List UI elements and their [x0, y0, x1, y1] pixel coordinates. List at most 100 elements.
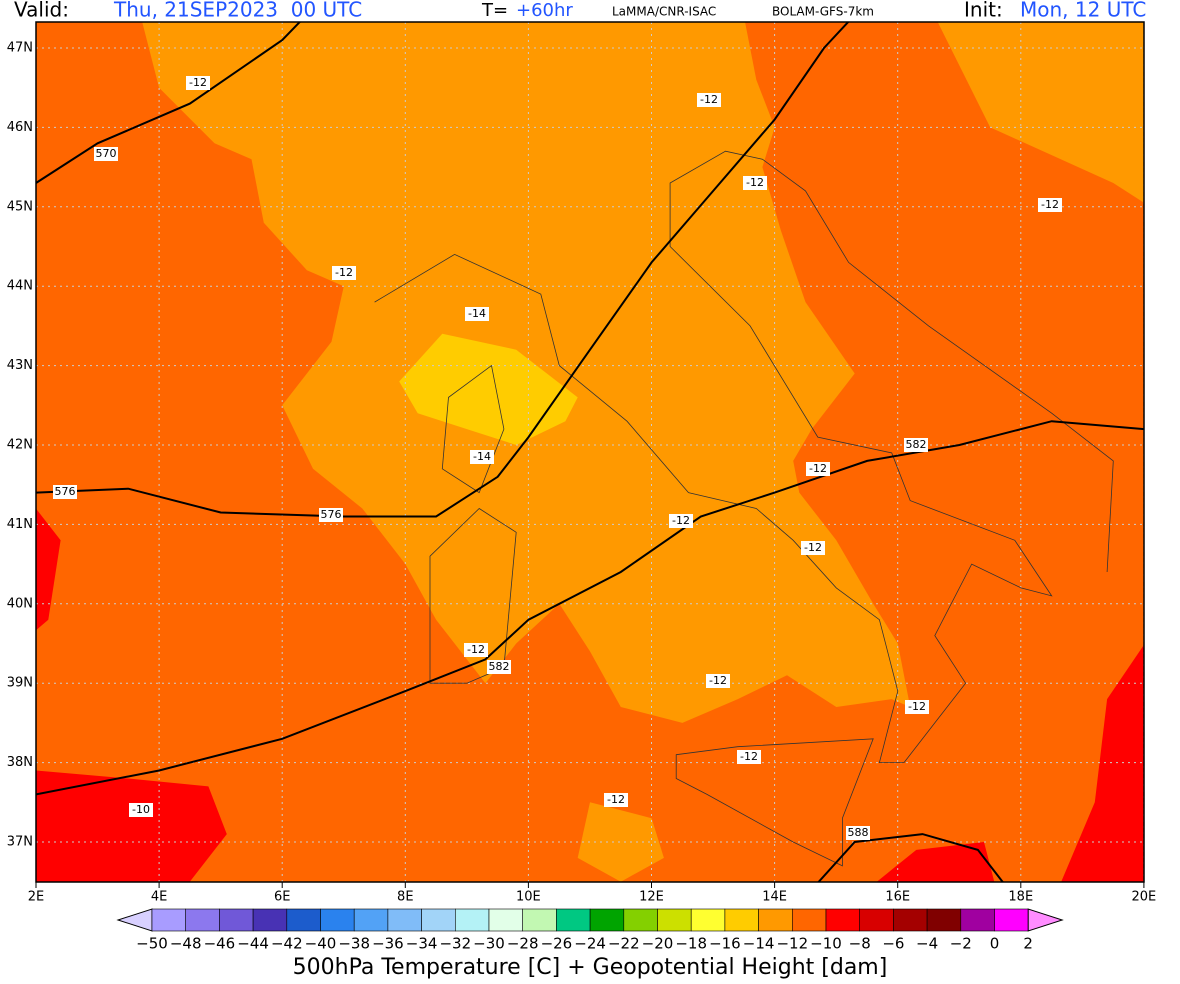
colorbar-label: −22	[608, 935, 640, 953]
t-label: T=	[481, 0, 508, 21]
colorbar-label: −50	[136, 935, 168, 953]
contour-label: -12	[672, 514, 690, 527]
lat-tick-label: 38N	[7, 755, 33, 770]
colorbar-label: −12	[776, 935, 808, 953]
coastline	[441, 364, 505, 494]
contour-label: -12	[467, 643, 485, 656]
coastline	[374, 150, 1114, 763]
colorbar-label: −46	[204, 935, 236, 953]
colorbar-box	[556, 908, 591, 932]
contour-label: -12	[709, 674, 727, 687]
colorbar-label: −40	[305, 935, 337, 953]
contour-label-box	[332, 266, 356, 280]
lon-tick-label: 6E	[274, 890, 291, 905]
contour-label: -14	[473, 450, 491, 463]
init-value: Mon, 12 UTC	[1020, 0, 1146, 22]
lat-tick-label: 45N	[7, 199, 33, 214]
contour-label-box	[319, 508, 343, 522]
colorbar-label: −26	[541, 935, 573, 953]
colorbar-box	[994, 908, 1029, 932]
contour-label: -12	[804, 541, 822, 554]
lat-tick-label: 46N	[7, 120, 33, 135]
colorbar-label: −24	[574, 935, 606, 953]
contour-label-box	[905, 700, 929, 714]
contour-label-box	[743, 176, 767, 190]
contour-label: -12	[700, 93, 718, 106]
colorbar-box	[387, 908, 422, 932]
valid-label: Valid:	[14, 0, 69, 22]
lat-tick-label: 41N	[7, 517, 33, 532]
contour-label-box	[669, 514, 693, 528]
colorbar-box	[252, 908, 288, 932]
colorbar-label: −48	[170, 935, 202, 953]
contour-label-box	[706, 674, 730, 688]
colorbar-box	[657, 908, 692, 932]
contour-label: 582	[906, 438, 927, 451]
colorbar-label: −42	[271, 935, 303, 953]
colorbar-box	[185, 908, 220, 932]
lat-tick-label: 47N	[7, 41, 33, 56]
colorbar-box	[825, 908, 861, 932]
contour-label-box	[697, 93, 721, 107]
contour-label-box	[464, 643, 488, 657]
colorbar-box	[421, 908, 456, 932]
colorbar-label: 2	[1023, 935, 1033, 953]
colorbar-box	[320, 908, 355, 932]
height-contour	[817, 833, 1004, 882]
colorbar-label: −18	[675, 935, 707, 953]
contour-label-box	[186, 76, 210, 90]
source: LaMMA/CNR-ISAC	[612, 5, 716, 19]
colorbar-label: −16	[709, 935, 741, 953]
colorbar-label: −30	[473, 935, 505, 953]
contour-label: 576	[55, 485, 76, 498]
lon-tick-label: 12E	[639, 890, 664, 905]
contour-label-box	[904, 438, 928, 452]
colorbar-label: −10	[810, 935, 842, 953]
red-area	[36, 508, 61, 631]
contour-label-box	[604, 793, 628, 807]
contour-label-box	[470, 450, 494, 464]
contour-label-box	[129, 803, 153, 817]
init-label: Init:	[964, 0, 1003, 22]
colorbar-box	[219, 908, 254, 932]
contour-label: -14	[468, 307, 486, 320]
contour-label: -12	[607, 793, 625, 806]
lon-tick-label: 2E	[28, 890, 45, 905]
colorbar-over	[1027, 908, 1064, 932]
colorbar-label: −34	[406, 935, 438, 953]
colorbar-box	[926, 908, 962, 932]
colorbar-box	[589, 908, 625, 932]
contour-label-box	[806, 462, 830, 476]
lon-tick-label: 16E	[885, 890, 910, 905]
map-frame	[35, 21, 1145, 883]
contour-label-box	[465, 307, 489, 321]
contour-label: -12	[189, 76, 207, 89]
contour-label: -12	[809, 462, 827, 475]
red-area	[1061, 644, 1144, 882]
contour-label: -12	[1041, 198, 1059, 211]
colorbar-label: −28	[507, 935, 539, 953]
contour-label: -12	[746, 176, 764, 189]
contour-label-box	[801, 541, 825, 555]
contour-label-box	[846, 826, 870, 840]
coastline	[429, 507, 517, 684]
colorbar-label: −32	[439, 935, 471, 953]
colorbar-box	[623, 908, 658, 932]
colorbar-box	[454, 908, 490, 932]
lon-tick-label: 14E	[762, 890, 787, 905]
contour-label-box	[487, 660, 511, 674]
lat-tick-label: 40N	[7, 596, 33, 611]
colorbar-label: −36	[372, 935, 404, 953]
height-contour	[36, 420, 1144, 796]
lat-tick-label: 44N	[7, 279, 33, 294]
colorbar-label: −38	[338, 935, 370, 953]
contour-label: 570	[96, 147, 117, 160]
lon-tick-label: 4E	[151, 890, 168, 905]
colorbar-under	[116, 908, 153, 932]
contour-label: 576	[321, 508, 342, 521]
model: BOLAM-GFS-7km	[772, 5, 874, 19]
colorbar-label: −6	[882, 935, 904, 953]
colorbar-box	[353, 908, 389, 932]
lat-tick-label: 37N	[7, 835, 33, 850]
